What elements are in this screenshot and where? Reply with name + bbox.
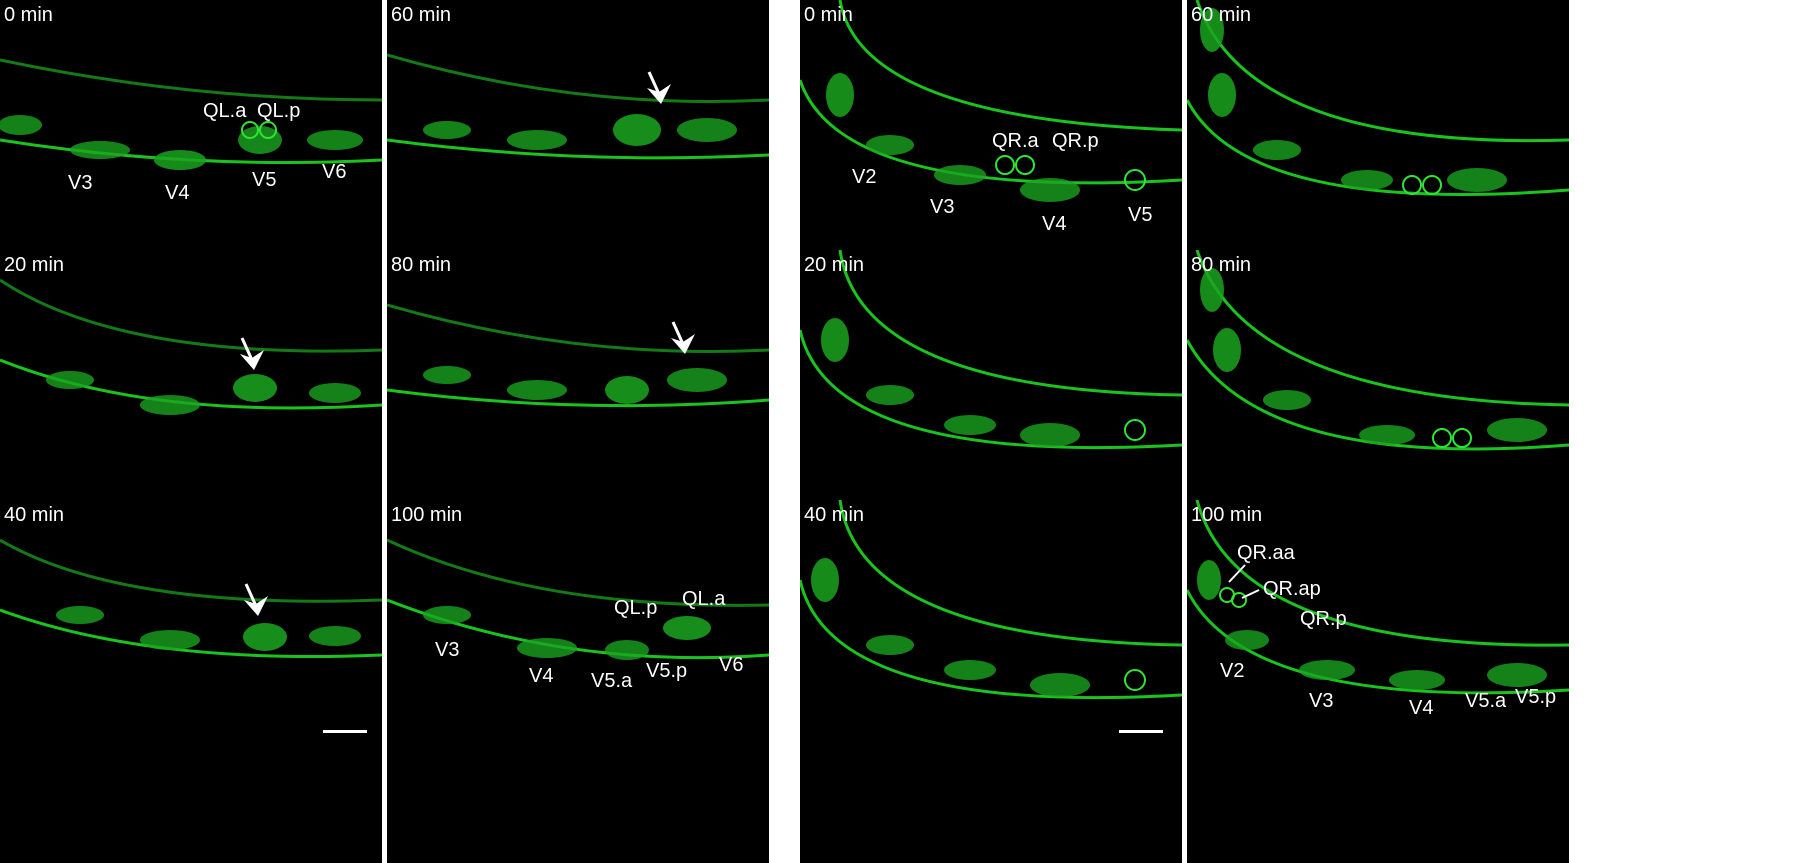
time-label: 100 min: [391, 504, 463, 526]
cell-label-v2: V2: [852, 166, 877, 188]
cell-label-v3: V3: [930, 196, 955, 218]
worm-image: [0, 58, 382, 170]
cell-label-v4: V4: [1042, 213, 1067, 235]
arrow-icon: [647, 71, 671, 104]
cell-label-v5: V5: [1128, 204, 1153, 226]
panel-c3-r2: 20 min: [800, 250, 1182, 500]
worm-image: [1187, 500, 1569, 695]
time-label: 20 min: [804, 254, 865, 276]
cell-label-v3: V3: [1309, 690, 1334, 712]
cell-label-v5-a: V5.a: [591, 670, 633, 692]
column-ql-right: 60 min 80 min 100 min QL: [387, 0, 769, 863]
time-label: 40 min: [4, 504, 65, 526]
panel-c2-r1: 60 min: [387, 0, 769, 250]
time-label: 20 min: [4, 254, 65, 276]
cell-label-v6: V6: [322, 161, 347, 183]
cell-label-v3: V3: [435, 639, 460, 661]
cell-label-qr-aa: QR.aa: [1237, 542, 1295, 564]
cell-label-v5-p: V5.p: [1515, 686, 1557, 708]
cell-label-ql-a: QL.a: [203, 100, 247, 122]
worm-image: [1187, 250, 1569, 451]
worm-image: [387, 53, 769, 160]
worm-image: [800, 0, 1182, 202]
cell-label-v6: V6: [719, 654, 744, 676]
panel-c2-r3: 100 min QL.p QL.a V3 V4 V5.a V5.p V6: [387, 500, 769, 750]
cell-label-v2: V2: [1220, 660, 1245, 682]
worm-image: [1187, 0, 1569, 196]
arrow-icon: [244, 583, 268, 616]
time-label: 100 min: [1191, 504, 1263, 526]
panel-c1-r3: 40 min: [0, 500, 382, 750]
time-label: 60 min: [391, 4, 452, 26]
column-ql-left: 0 min QL.a QL.p V3 V4 V5 V6 20 min: [0, 0, 382, 863]
cell-label-qr-a: QR.a: [992, 130, 1039, 152]
cell-label-qr-p: QR.p: [1300, 608, 1347, 630]
column-qr-right: 60 min 80 min 100 mi: [1187, 0, 1569, 863]
time-label: 80 min: [1191, 254, 1252, 276]
arrow-icon: [240, 337, 264, 370]
panel-c4-r2: 80 min: [1187, 250, 1569, 500]
worm-image: [0, 538, 382, 659]
cell-label-ql-p: QL.p: [257, 100, 301, 122]
scale-bar: [323, 730, 367, 733]
time-label: 40 min: [804, 504, 865, 526]
cell-label-qr-p: QR.p: [1052, 130, 1099, 152]
worm-image: [0, 278, 382, 415]
worm-image: [387, 303, 769, 408]
cell-label-v4: V4: [1409, 697, 1434, 719]
panel-c4-r1: 60 min: [1187, 0, 1569, 250]
cell-label-ql-a: QL.a: [682, 588, 726, 610]
cell-label-v4: V4: [165, 182, 190, 204]
arrow-icon: [671, 321, 695, 354]
column-qr-left: 0 min QR.a QR.p V2 V3 V4 V5 20 min 40: [800, 0, 1182, 863]
time-label: 80 min: [391, 254, 452, 276]
worm-image: [800, 500, 1182, 700]
worm-image: [800, 250, 1182, 450]
cell-label-qr-ap: QR.ap: [1263, 578, 1321, 600]
cell-label-v4: V4: [529, 665, 554, 687]
panel-c3-r3: 40 min: [800, 500, 1182, 750]
panel-c3-r1: 0 min QR.a QR.p V2 V3 V4 V5: [800, 0, 1182, 250]
cell-label-v5-p: V5.p: [646, 660, 688, 682]
worm-image: [387, 538, 769, 660]
panel-c1-r1: 0 min QL.a QL.p V3 V4 V5 V6: [0, 0, 382, 250]
cell-label-ql-p: QL.p: [614, 597, 658, 619]
cell-label-v5-a: V5.a: [1465, 690, 1507, 712]
panel-c4-r3: 100 min QR.aa QR.ap QR.p V2 V3 V4 V5.a V…: [1187, 500, 1569, 750]
panel-c1-r2: 20 min: [0, 250, 382, 500]
cell-label-v5: V5: [252, 169, 277, 191]
time-label: 0 min: [804, 4, 853, 26]
scale-bar: [1119, 730, 1163, 733]
panel-c2-r2: 80 min: [387, 250, 769, 500]
time-label: 60 min: [1191, 4, 1252, 26]
time-label: 0 min: [4, 4, 53, 26]
cell-label-v3: V3: [68, 172, 93, 194]
